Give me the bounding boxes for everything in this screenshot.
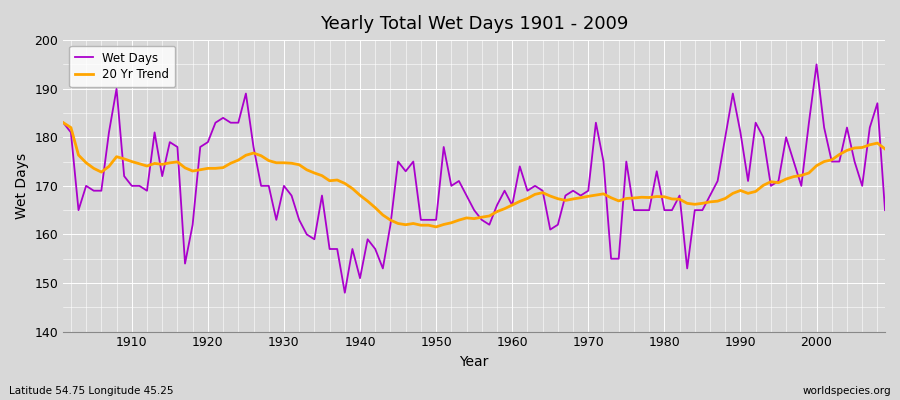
Wet Days: [811, 62, 822, 67]
Wet Days: [332, 246, 343, 251]
20 Yr Trend: [606, 195, 616, 200]
20 Yr Trend: [879, 146, 890, 151]
Wet Days: [339, 290, 350, 295]
Title: Yearly Total Wet Days 1901 - 2009: Yearly Total Wet Days 1901 - 2009: [320, 15, 628, 33]
20 Yr Trend: [286, 161, 297, 166]
Legend: Wet Days, 20 Yr Trend: Wet Days, 20 Yr Trend: [69, 46, 176, 87]
Wet Days: [606, 256, 616, 261]
Line: Wet Days: Wet Days: [63, 64, 885, 293]
Line: 20 Yr Trend: 20 Yr Trend: [63, 123, 885, 227]
20 Yr Trend: [119, 156, 130, 161]
Text: Latitude 54.75 Longitude 45.25: Latitude 54.75 Longitude 45.25: [9, 386, 174, 396]
20 Yr Trend: [332, 178, 343, 182]
Y-axis label: Wet Days: Wet Days: [15, 153, 29, 219]
20 Yr Trend: [507, 203, 517, 208]
X-axis label: Year: Year: [460, 355, 489, 369]
Wet Days: [515, 164, 526, 169]
Wet Days: [286, 193, 297, 198]
Text: worldspecies.org: worldspecies.org: [803, 386, 891, 396]
20 Yr Trend: [515, 199, 526, 204]
Wet Days: [879, 208, 890, 212]
Wet Days: [58, 120, 68, 125]
20 Yr Trend: [431, 224, 442, 229]
Wet Days: [119, 174, 130, 178]
20 Yr Trend: [58, 120, 68, 125]
Wet Days: [507, 203, 517, 208]
